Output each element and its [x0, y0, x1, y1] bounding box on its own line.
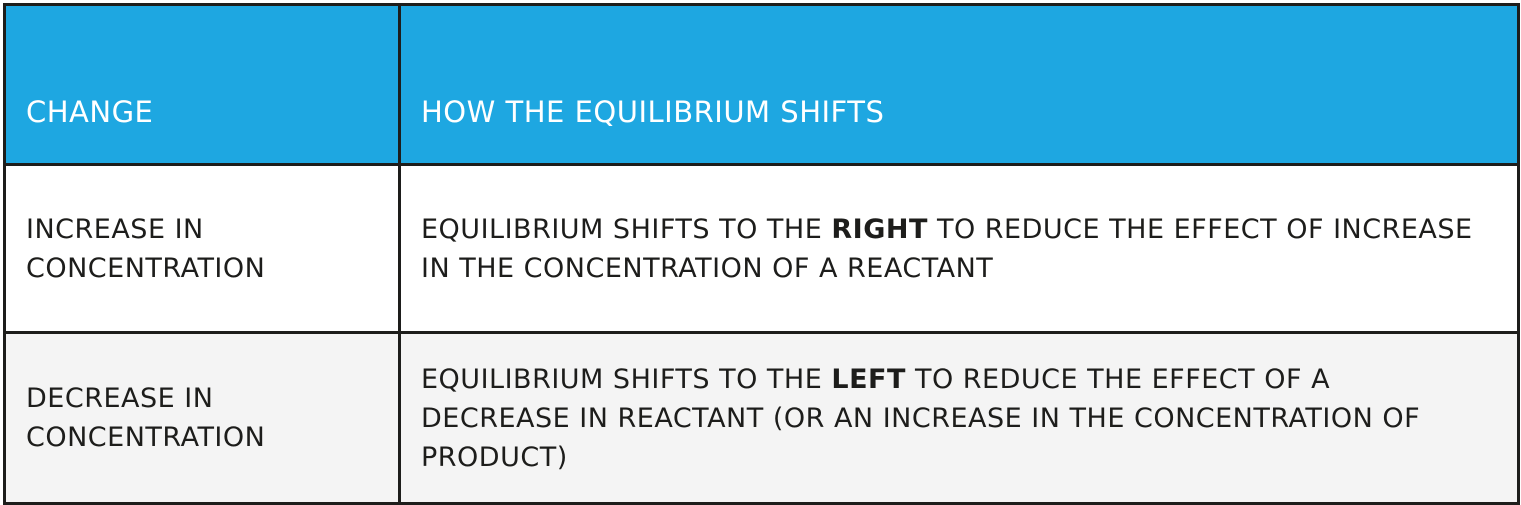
shift-text: TO REDUCE THE EFFECT OF A DECREASE IN RE…: [421, 363, 1421, 473]
table-header-row: CHANGE HOW THE EQUILIBRIUM SHIFTS: [3, 3, 1520, 166]
table-row: INCREASE IN CONCENTRATION EQUILIBRIUM SH…: [3, 163, 1520, 334]
header-shift: HOW THE EQUILIBRIUM SHIFTS: [398, 3, 1520, 166]
equilibrium-shift-table: CHANGE HOW THE EQUILIBRIUM SHIFTS INCREA…: [3, 3, 1520, 505]
header-change: CHANGE: [3, 3, 401, 166]
change-cell: INCREASE IN CONCENTRATION: [3, 163, 401, 334]
change-cell: DECREASE IN CONCENTRATION: [3, 331, 401, 505]
shift-cell: EQUILIBRIUM SHIFTS TO THE RIGHT TO REDUC…: [398, 163, 1520, 334]
shift-direction: LEFT: [831, 363, 906, 395]
shift-text: EQUILIBRIUM SHIFTS TO THE: [421, 213, 832, 245]
table-row: DECREASE IN CONCENTRATION EQUILIBRIUM SH…: [3, 331, 1520, 505]
shift-cell: EQUILIBRIUM SHIFTS TO THE LEFT TO REDUCE…: [398, 331, 1520, 505]
shift-text: EQUILIBRIUM SHIFTS TO THE: [421, 363, 832, 395]
shift-text: TO REDUCE THE EFFECT OF INCREASE IN THE …: [421, 213, 1473, 284]
shift-direction: RIGHT: [831, 213, 928, 245]
